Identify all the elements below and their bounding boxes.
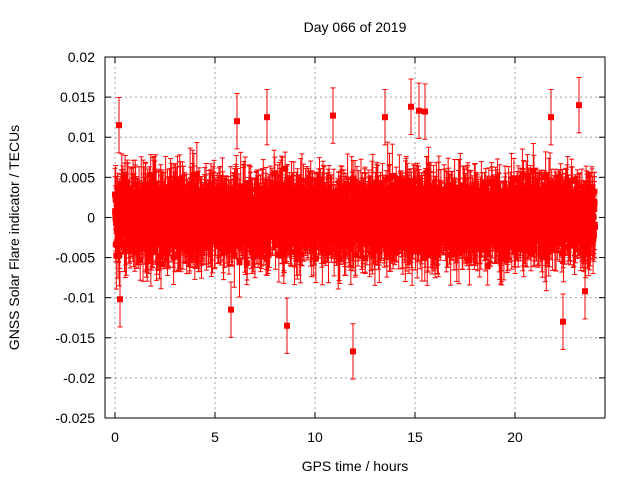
point-marker — [121, 248, 128, 255]
point-marker — [137, 256, 144, 263]
point-marker — [122, 171, 129, 178]
data-series — [112, 76, 598, 380]
point-marker — [236, 259, 243, 266]
point-marker — [132, 181, 139, 188]
